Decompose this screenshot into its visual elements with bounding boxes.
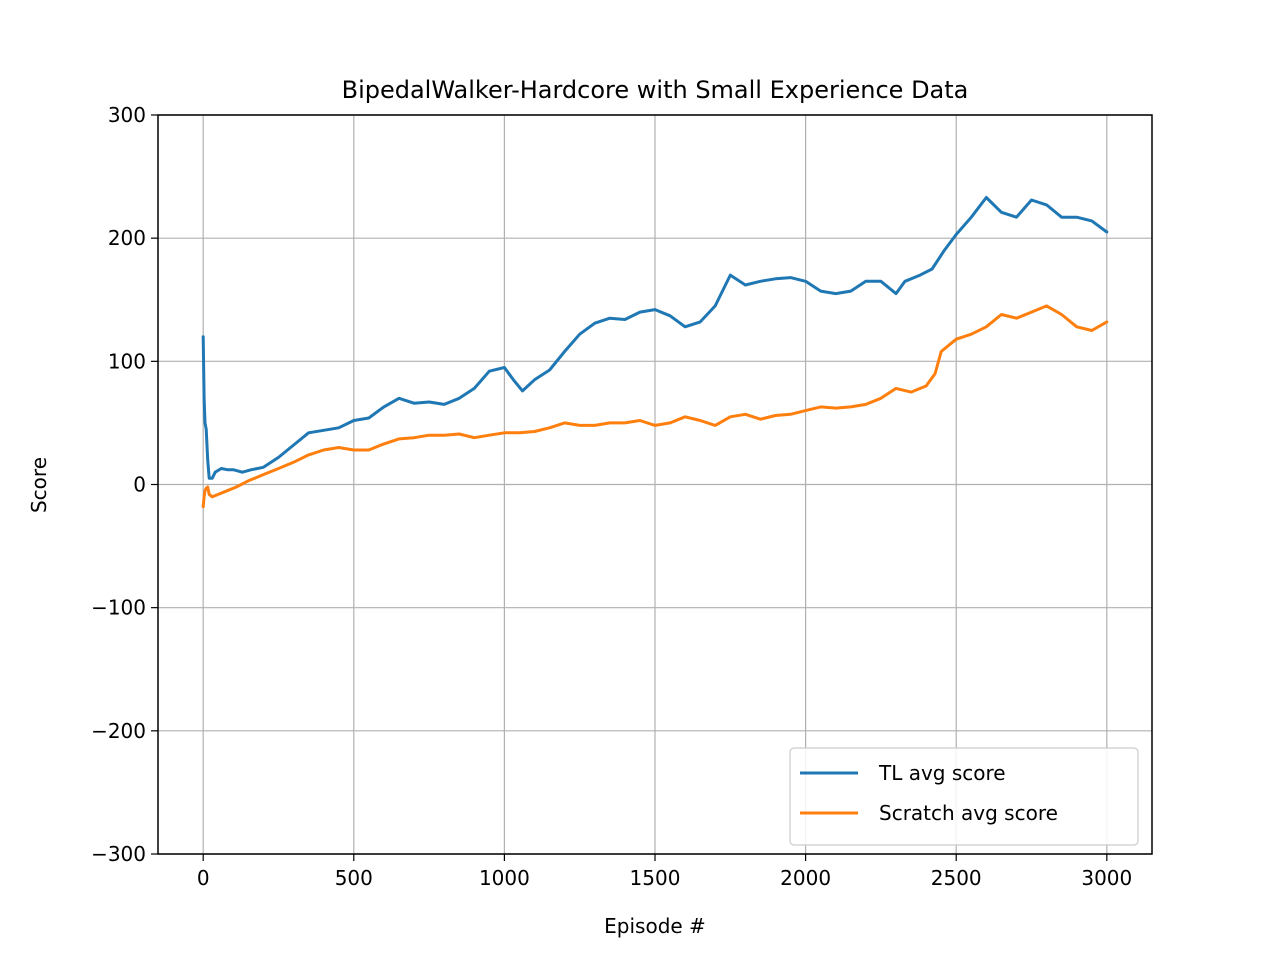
x-tick-label: 0 bbox=[197, 866, 210, 890]
legend-label-scratch: Scratch avg score bbox=[879, 801, 1058, 825]
legend: TL avg score Scratch avg score bbox=[789, 747, 1139, 846]
chart-title: BipedalWalker-Hardcore with Small Experi… bbox=[342, 76, 969, 104]
x-axis: 0 500 1000 1500 2000 2500 3000 bbox=[197, 854, 1132, 890]
x-tick-label: 500 bbox=[335, 866, 373, 890]
y-tick-label: 100 bbox=[108, 349, 146, 373]
legend-box bbox=[789, 747, 1139, 846]
x-axis-title: Episode # bbox=[604, 914, 706, 938]
y-axis: −300 −200 −100 0 100 200 300 bbox=[91, 103, 158, 866]
x-tick-label: 2000 bbox=[780, 866, 831, 890]
x-tick-label: 2500 bbox=[931, 866, 982, 890]
y-tick-label: 300 bbox=[108, 103, 146, 127]
series-group bbox=[201, 196, 1109, 509]
y-tick-label: −300 bbox=[91, 842, 146, 866]
y-tick-label: 200 bbox=[108, 226, 146, 250]
series-line-scratch bbox=[201, 304, 1109, 509]
y-tick-label: 0 bbox=[133, 473, 146, 497]
x-tick-label: 1000 bbox=[479, 866, 530, 890]
y-axis-title: Score bbox=[27, 457, 51, 513]
y-tick-label: −200 bbox=[91, 719, 146, 743]
x-tick-label: 3000 bbox=[1081, 866, 1132, 890]
y-tick-label: −100 bbox=[91, 596, 146, 620]
series-line-tl bbox=[201, 196, 1109, 480]
x-tick-label: 1500 bbox=[630, 866, 681, 890]
legend-label-tl: TL avg score bbox=[878, 761, 1006, 785]
